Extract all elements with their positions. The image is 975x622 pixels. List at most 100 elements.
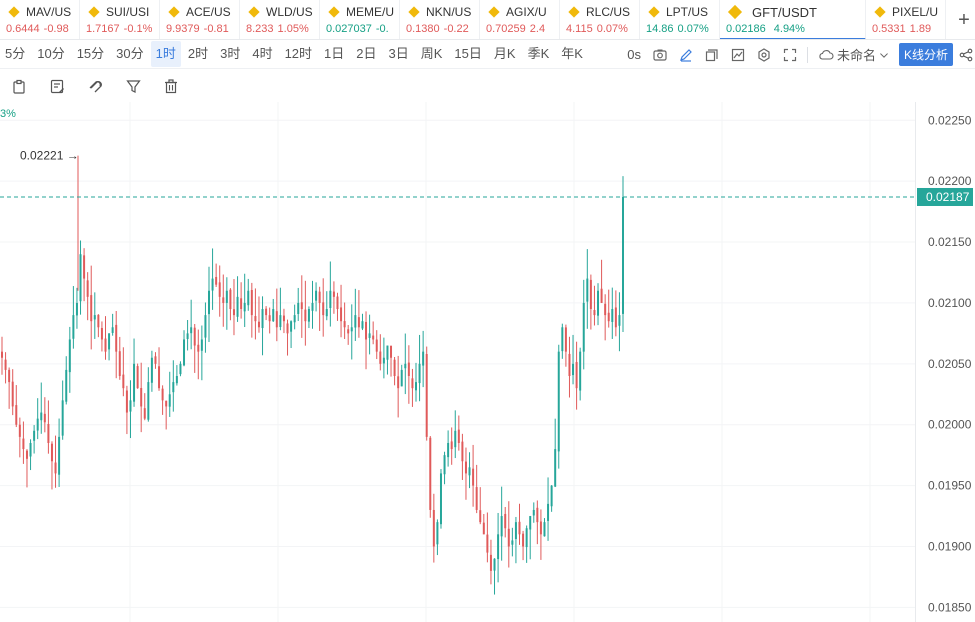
- interval-15[interactable]: 季K: [527, 46, 550, 61]
- note-icon[interactable]: [38, 72, 76, 100]
- chart-canvas[interactable]: 0.02221 → 3% 0.02187 0.02250 0.02200 0.02150…: [0, 102, 975, 622]
- candle-body: [604, 303, 607, 316]
- candle-body: [325, 309, 328, 317]
- add-symbol-button[interactable]: +: [953, 0, 975, 39]
- candle-body: [22, 438, 25, 450]
- camera-icon[interactable]: [653, 48, 667, 62]
- interval-12[interactable]: 周K: [420, 46, 443, 61]
- candle-body: [315, 290, 318, 301]
- candle-body: [307, 309, 310, 322]
- layout-selector[interactable]: 未命名: [818, 45, 889, 64]
- ticker-tab[interactable]: PIXEL/U 0.5331 1.89: [866, 0, 946, 39]
- candle-body: [443, 455, 446, 475]
- clipboard-icon[interactable]: [0, 72, 38, 100]
- ticker-bar: MAV/US 0.6444 -0.98 SUI/USI 1.7167 -0.1% ACE/U…: [0, 0, 975, 40]
- candle-body: [293, 315, 296, 323]
- fullscreen-icon[interactable]: [783, 48, 797, 62]
- interval-9[interactable]: 1日: [324, 46, 345, 61]
- ticker-price: 1.7167: [86, 23, 120, 35]
- ticker-tab[interactable]: SUI/USI 1.7167 -0.1%: [80, 0, 160, 39]
- candle-body: [429, 437, 432, 510]
- candle-body: [547, 503, 550, 521]
- candle-body: [240, 298, 243, 310]
- candle-body: [622, 196, 624, 314]
- candle-body: [311, 302, 314, 311]
- drawing-toolbar: [0, 70, 975, 102]
- interval-0[interactable]: 5分: [5, 46, 26, 61]
- interval-13[interactable]: 15日: [454, 46, 482, 61]
- magnet-icon[interactable]: [76, 72, 114, 100]
- interval-14[interactable]: 月K: [493, 46, 516, 61]
- interval-10[interactable]: 2日: [356, 46, 377, 61]
- candle-body: [75, 302, 78, 316]
- candle-body: [33, 430, 36, 441]
- interval-7[interactable]: 4时: [252, 46, 273, 61]
- candle-body: [222, 297, 225, 303]
- ticker-symbol: NKN/US: [426, 5, 472, 19]
- interval-6[interactable]: 3时: [220, 46, 241, 61]
- interval-2[interactable]: 15分: [76, 46, 105, 61]
- candle-body: [375, 339, 378, 352]
- gear-icon[interactable]: [757, 47, 771, 62]
- ticker-tab[interactable]: WLD/US 8.233 1.05%: [240, 0, 320, 39]
- candle-body: [464, 461, 467, 474]
- ticker-symbol: SUI/USI: [106, 5, 150, 19]
- candle-body: [386, 345, 389, 360]
- coin-icon: [328, 6, 340, 18]
- share-icon[interactable]: [959, 48, 973, 62]
- pencil-icon[interactable]: [679, 48, 693, 62]
- cloud-icon: [819, 49, 834, 60]
- candle-body: [354, 315, 357, 328]
- ticker-tab[interactable]: RLC/US 4.115 0.07%: [560, 0, 640, 39]
- ticker-symbol: AGIX/U: [506, 5, 547, 19]
- candle-body: [468, 467, 471, 476]
- coin-icon: [488, 6, 500, 18]
- ticker-symbol: PIXEL/U: [892, 5, 939, 19]
- interval-8[interactable]: 12时: [284, 46, 313, 61]
- ticker-header: ACE/US: [166, 4, 239, 20]
- ticker-tab[interactable]: LPT/US 14.86 0.07%: [640, 0, 720, 39]
- indicator-icon[interactable]: [731, 48, 745, 62]
- template-icon[interactable]: [705, 48, 719, 62]
- candle-body: [11, 381, 14, 407]
- candle-body: [493, 558, 496, 571]
- trash-icon[interactable]: [152, 72, 190, 100]
- ticker-quote: 0.5331 1.89: [872, 23, 945, 35]
- ticker-tab[interactable]: ACE/US 9.9379 -0.81: [160, 0, 240, 39]
- candle-body: [54, 462, 57, 474]
- candle-body: [257, 321, 260, 328]
- y-axis-tick-label: 0.02000: [928, 418, 972, 432]
- ticker-change: 0.07%: [596, 23, 628, 35]
- candlestick-chart[interactable]: 0.02221 → 3% 0.02187 0.02250 0.02200 0.02150…: [0, 102, 975, 622]
- ticker-tab[interactable]: MEME/U 0.027037 -0.: [320, 0, 400, 39]
- candle-body: [600, 288, 603, 303]
- interval-5[interactable]: 2时: [187, 46, 209, 61]
- candle-body: [304, 309, 307, 322]
- kline-analysis-button[interactable]: K线分析: [898, 43, 953, 66]
- candle-body: [179, 363, 182, 375]
- ticker-quote: 0.6444 -0.98: [6, 23, 79, 35]
- coin-icon: [568, 6, 580, 18]
- candle-body: [100, 327, 103, 340]
- ticker-tab[interactable]: NKN/US 0.1380 -0.22: [400, 0, 480, 39]
- candle-body: [215, 276, 218, 285]
- candle-body: [275, 311, 278, 328]
- candle-body: [372, 335, 375, 340]
- interval-16[interactable]: 年K: [561, 46, 583, 61]
- candle-body: [86, 280, 89, 297]
- filter-icon[interactable]: [114, 72, 152, 100]
- ticker-change: -0.22: [443, 23, 469, 35]
- interval-4[interactable]: 1时: [150, 41, 181, 67]
- candle-body: [175, 376, 178, 384]
- candle-body: [211, 278, 214, 291]
- candle-body: [500, 516, 503, 537]
- ticker-tab[interactable]: MAV/US 0.6444 -0.98: [0, 0, 80, 39]
- ticker-tab[interactable]: AGIX/U 0.70259 2.4: [480, 0, 560, 39]
- candle-body: [572, 363, 575, 376]
- candle-body: [225, 290, 228, 303]
- interval-1[interactable]: 10分: [37, 46, 65, 61]
- interval-11[interactable]: 3日: [388, 46, 409, 61]
- active-ticker-tab[interactable]: GFT/USDT 0.02186 4.94%: [720, 0, 866, 39]
- candle-body: [425, 354, 428, 437]
- interval-3[interactable]: 30分: [116, 46, 144, 61]
